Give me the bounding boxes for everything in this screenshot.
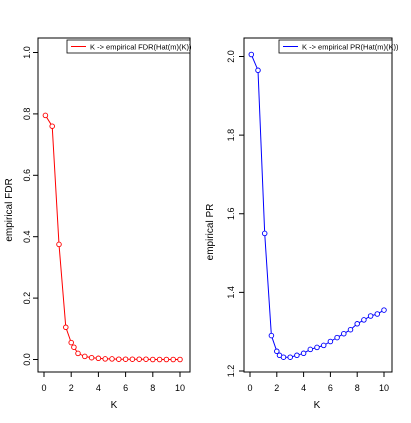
y-tick-label: 1.2 xyxy=(226,365,236,378)
y-tick-label: 0.2 xyxy=(22,292,32,305)
x-tick-label: 2 xyxy=(274,383,279,393)
data-point xyxy=(327,338,334,345)
data-point xyxy=(280,354,287,360)
y-axis-title: empirical FDR xyxy=(4,178,15,241)
x-axis: 0 2 4 6 8 10 xyxy=(247,372,389,393)
legend-label: K -> empirical FDR(Hat(m)(K)) xyxy=(90,43,192,52)
data-point xyxy=(163,356,170,363)
data-point xyxy=(56,241,62,248)
plot-points xyxy=(248,51,387,360)
y-tick-label: 0.8 xyxy=(22,108,32,121)
x-tick-label: 0 xyxy=(247,383,252,393)
x-tick-label: 0 xyxy=(41,383,46,393)
data-point xyxy=(177,356,183,363)
x-tick-label: 10 xyxy=(379,383,389,393)
plot-lines xyxy=(44,115,180,360)
data-point xyxy=(268,332,275,339)
data-point xyxy=(136,356,142,362)
data-point xyxy=(109,356,115,362)
data-point xyxy=(255,67,261,74)
data-point xyxy=(274,348,280,355)
data-point xyxy=(347,326,354,333)
data-point xyxy=(150,356,156,363)
x-tick-label: 8 xyxy=(150,383,155,393)
data-point xyxy=(354,321,360,327)
data-point xyxy=(374,311,381,317)
data-point xyxy=(116,356,122,362)
data-point xyxy=(294,352,300,359)
x-axis: 0 2 4 6 8 10 xyxy=(41,372,185,393)
legend-box xyxy=(278,39,393,54)
data-point xyxy=(307,346,314,353)
data-point xyxy=(122,356,129,362)
data-point xyxy=(361,317,367,323)
y-tick-label: 0.0 xyxy=(22,353,32,366)
data-point xyxy=(88,354,95,361)
legend-label: K -> empirical PR(Hat(m)(K)) xyxy=(302,43,399,52)
y-tick-label: 1.0 xyxy=(22,46,32,59)
data-point xyxy=(102,356,108,362)
plot-frame xyxy=(243,37,393,373)
x-tick-label: 8 xyxy=(355,383,360,393)
data-point xyxy=(320,342,327,349)
y-tick-label: 1.8 xyxy=(226,129,236,142)
data-point xyxy=(82,353,88,360)
data-point xyxy=(248,51,255,58)
data-point xyxy=(49,123,55,129)
x-tick-label: 2 xyxy=(69,383,74,393)
data-point xyxy=(341,330,347,337)
data-point xyxy=(156,356,163,363)
data-point xyxy=(170,356,176,363)
plot-frame xyxy=(37,37,191,373)
data-point xyxy=(381,307,387,313)
x-tick-label: 6 xyxy=(123,383,128,393)
plot-lines xyxy=(250,54,385,358)
data-point xyxy=(367,313,374,319)
y-tick-label: 2.0 xyxy=(226,50,236,63)
y-axis-title: empirical PR xyxy=(205,204,216,261)
y-tick-label: 0.4 xyxy=(22,230,32,243)
data-point xyxy=(42,112,49,119)
data-point xyxy=(95,355,102,362)
series-line xyxy=(44,115,180,360)
data-point xyxy=(300,350,307,357)
data-point xyxy=(75,350,81,357)
data-point xyxy=(287,354,293,360)
x-tick-label: 6 xyxy=(328,383,333,393)
data-point xyxy=(261,230,268,237)
panel-fdr: empirical FDR K 0 2 4 6 8 10 0.0 0.2 0.4 0.6 0.8 1… xyxy=(4,37,192,411)
series-line xyxy=(250,54,385,358)
y-tick-label: 0.6 xyxy=(22,169,32,182)
x-tick-label: 10 xyxy=(175,383,185,393)
x-axis-title: K xyxy=(111,400,118,411)
legend: K -> empirical PR(Hat(m)(K)) xyxy=(278,39,399,54)
data-point xyxy=(314,344,320,351)
x-tick-label: 4 xyxy=(96,383,101,393)
x-tick-label: 4 xyxy=(301,383,306,393)
legend-box xyxy=(66,39,191,54)
data-point xyxy=(68,339,74,346)
data-point xyxy=(71,344,77,350)
data-point xyxy=(143,356,149,362)
y-tick-label: 1.4 xyxy=(226,286,236,299)
y-tick-label: 1.6 xyxy=(226,207,236,220)
y-axis: 0.0 0.2 0.4 0.6 0.8 1.0 xyxy=(22,46,38,366)
x-axis-title: K xyxy=(314,400,321,411)
y-axis: 1.2 1.4 1.6 1.8 2.0 xyxy=(226,50,244,377)
panel-pr: empirical PR K 0 2 4 6 8 10 1.2 1.4 1.6 1.8 2.0 K… xyxy=(205,37,399,411)
data-point xyxy=(129,356,136,362)
data-point xyxy=(63,324,69,331)
data-point xyxy=(334,334,340,341)
plot-points xyxy=(42,112,183,363)
legend: K -> empirical FDR(Hat(m)(K)) xyxy=(66,39,192,54)
